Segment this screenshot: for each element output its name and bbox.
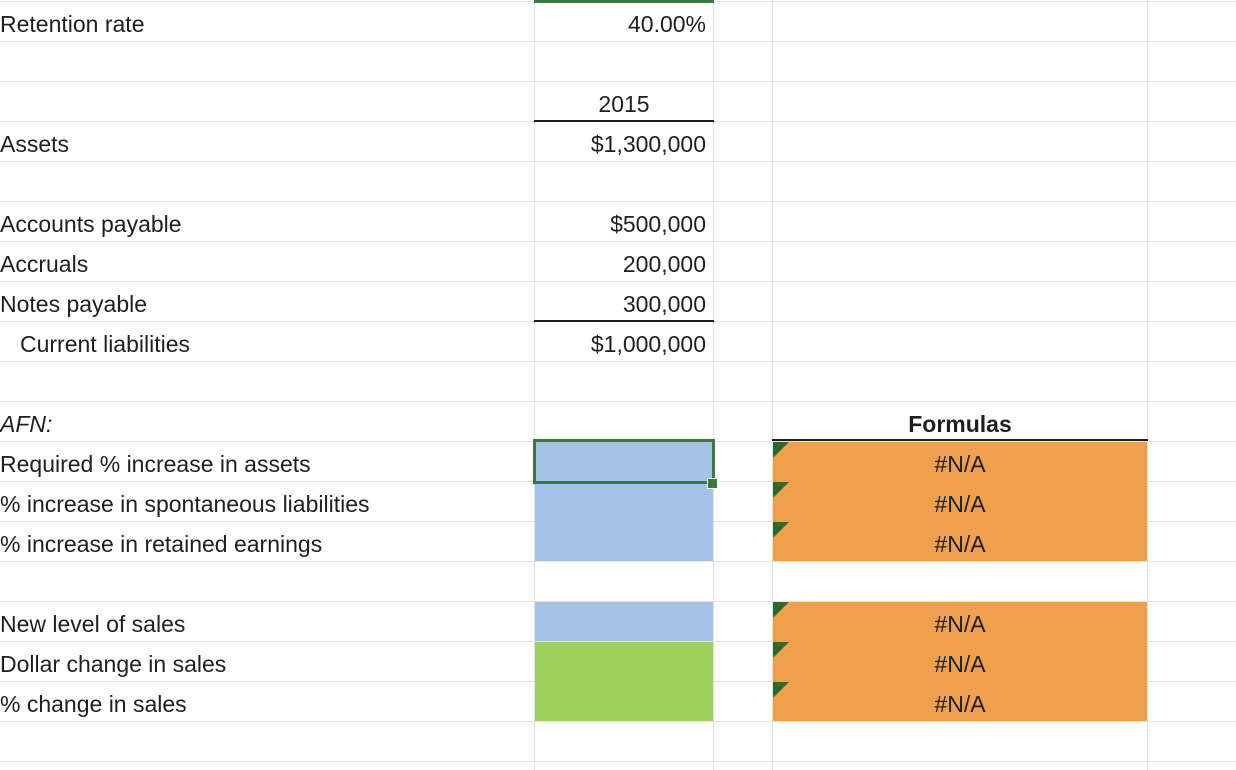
- input-cell-new-sales[interactable]: [535, 602, 713, 641]
- input-cell-required-assets[interactable]: [535, 442, 713, 561]
- cell-selection[interactable]: [533, 439, 715, 484]
- notes-payable-label[interactable]: Notes payable: [0, 291, 148, 317]
- afn-header[interactable]: AFN:: [0, 411, 53, 437]
- comment-indicator-icon[interactable]: [773, 482, 789, 498]
- assets-label[interactable]: Assets: [0, 131, 70, 157]
- required-assets-label[interactable]: Required % increase in assets: [0, 451, 311, 477]
- retained-earnings-label[interactable]: % increase in retained earnings: [0, 531, 323, 557]
- comment-indicator-icon[interactable]: [773, 642, 789, 658]
- retention-rate-label[interactable]: Retention rate: [0, 11, 145, 37]
- new-sales-label[interactable]: New level of sales: [0, 611, 186, 637]
- year-underline: [534, 120, 714, 122]
- comment-indicator-icon[interactable]: [773, 522, 789, 538]
- active-column-indicator: [534, 0, 714, 3]
- pct-change-label[interactable]: % change in sales: [0, 691, 187, 717]
- formula-result[interactable]: #N/A: [934, 691, 986, 717]
- spont-liabilities-label[interactable]: % increase in spontaneous liabilities: [0, 491, 370, 517]
- accounts-payable-value[interactable]: $500,000: [610, 211, 706, 237]
- formula-block-afn[interactable]: [773, 442, 1147, 561]
- retention-rate-value[interactable]: 40.00%: [627, 11, 706, 37]
- current-liabilities-label[interactable]: Current liabilities: [20, 331, 191, 357]
- formula-result[interactable]: #N/A: [934, 611, 986, 637]
- formulas-header[interactable]: Formulas: [908, 411, 1012, 437]
- current-liabilities-value[interactable]: $1,000,000: [590, 331, 706, 357]
- notes-payable-value[interactable]: 300,000: [622, 291, 706, 317]
- comment-indicator-icon[interactable]: [773, 602, 789, 618]
- comment-indicator-icon[interactable]: [773, 682, 789, 698]
- formulas-underline: [772, 439, 1148, 441]
- formula-block-sales[interactable]: [773, 602, 1147, 721]
- formula-result[interactable]: #N/A: [934, 531, 986, 557]
- liabilities-underline: [534, 320, 714, 322]
- fill-handle[interactable]: [707, 478, 718, 489]
- accounts-payable-label[interactable]: Accounts payable: [0, 211, 182, 237]
- input-cell-sales-change[interactable]: [535, 642, 713, 721]
- formula-result[interactable]: #N/A: [934, 451, 986, 477]
- year-header[interactable]: 2015: [598, 91, 650, 117]
- comment-indicator-icon[interactable]: [773, 442, 789, 458]
- dollar-change-label[interactable]: Dollar change in sales: [0, 651, 227, 677]
- formula-result[interactable]: #N/A: [934, 651, 986, 677]
- assets-value[interactable]: $1,300,000: [590, 131, 706, 157]
- formula-result[interactable]: #N/A: [934, 491, 986, 517]
- accruals-value[interactable]: 200,000: [622, 251, 706, 277]
- accruals-label[interactable]: Accruals: [0, 251, 89, 277]
